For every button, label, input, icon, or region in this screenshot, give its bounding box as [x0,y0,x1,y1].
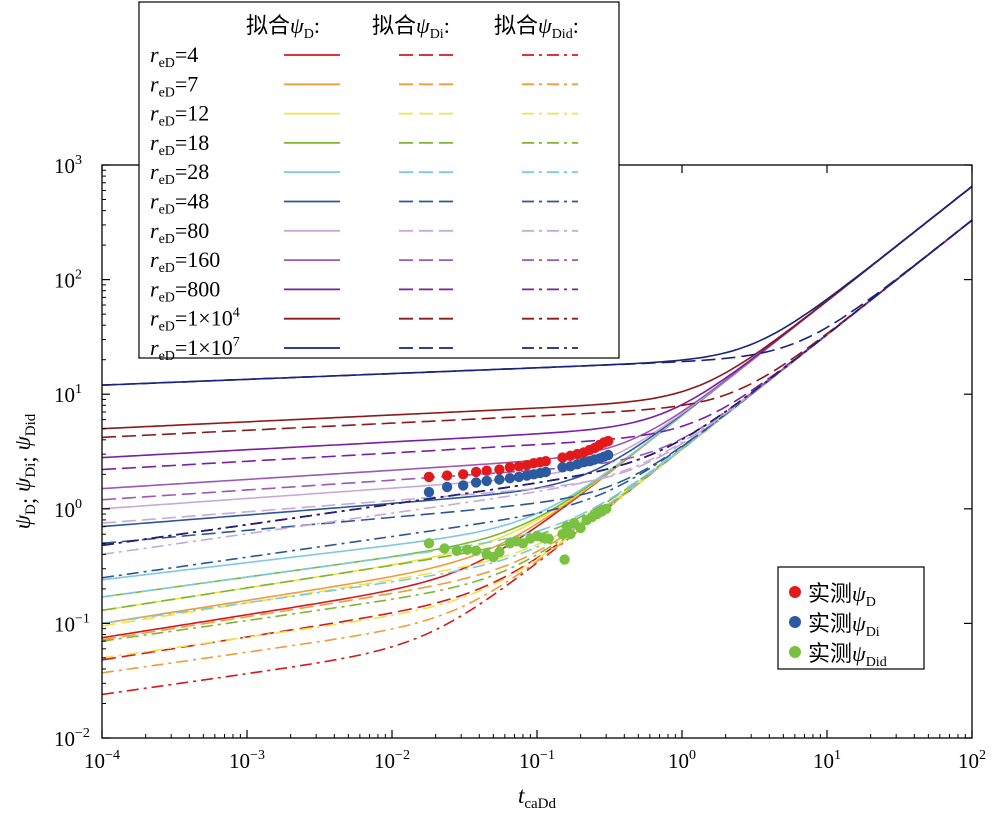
fit-legend-label-10: reD=1×107 [150,335,240,364]
measured-point-psiDid-20 [575,522,586,534]
x-tick-label-1: 10−3 [229,748,265,773]
measured-legend-label-0: 实测ψD [808,581,876,610]
y-tick-label-2: 100 [54,497,82,522]
y-axis-label: ψD; ψDi; ψDid [10,413,40,529]
fit-legend-label-9: reD=1×104 [150,306,240,335]
x-axis-label: tcaDd [518,783,557,812]
measured-point-psiDi-4 [481,475,492,487]
measured-point-psiD-12 [557,452,568,463]
fit-curve-psiDid-1 [101,219,973,674]
measured-point-psiDi-0 [423,486,435,498]
fit-legend-label-1: reD=7 [150,71,198,100]
fit-curve-psiDi-5 [101,219,973,545]
fit-legend-label-0: reD=4 [150,42,198,71]
fit-curve-psiDi-10 [101,219,973,386]
y-tick-label-5: 103 [54,153,82,178]
fit-curve-psiDi-0 [101,219,973,661]
fit-legend-header-2: 拟合ψDid: [494,13,579,42]
measured-point-psiDid-25 [601,503,612,514]
measured-point-psiDi-2 [458,480,469,491]
measured-legend-box [777,566,925,670]
measured-legend-marker-2 [789,646,801,658]
fit-legend-label-3: reD=18 [150,130,209,159]
measured-point-psiDid-1 [439,543,450,554]
measured-point-psiD-4 [481,465,492,476]
measured-point-psiDid-14 [543,533,554,544]
measured-point-psiDi-3 [470,477,482,488]
y-tick-label-3: 101 [54,382,82,407]
measured-point-psiD-11 [540,456,551,467]
measured-point-psiD-20 [603,435,614,447]
x-tick-label-2: 10−2 [374,748,410,773]
fit-legend-label-7: reD=160 [150,247,220,276]
x-tick-label-6: 102 [958,748,986,773]
measured-point-psiDid-2 [451,545,462,556]
fit-legend: 拟合ψD: 拟合ψDi: 拟合ψDid: reD=4reD=7reD=12reD=18… [138,1,620,364]
measured-points [423,435,614,565]
measured-point-psiDi-12 [557,462,568,473]
measured-point-psiDi-1 [441,481,453,493]
measured-point-psiDid-3 [462,544,473,555]
fit-legend-box [138,1,620,359]
measured-point-psiDi-11 [540,466,551,478]
measured-point-psiDi-7 [513,471,525,483]
measured-point-psiDid-15 [557,529,568,540]
x-tick-label-4: 100 [668,748,696,773]
y-tick-label-1: 10−1 [54,611,90,636]
measured-legend-label-2: 实测ψDid [808,641,887,670]
measured-point-psiD-5 [494,464,505,475]
measured-legend-marker-0 [789,586,801,598]
fit-curve-psiD-9 [101,185,973,430]
measured-point-psiD-6 [504,462,516,473]
measured-legend-label-1: 实测ψDi [808,611,880,640]
x-tick-label-5: 101 [813,748,841,773]
fit-legend-label-4: reD=28 [150,159,209,188]
measured-point-psiD-2 [458,469,469,480]
x-tick-label-3: 10−1 [519,748,555,773]
fit-legend-header-0: 拟合ψD: [246,13,320,42]
fit-legend-label-2: reD=12 [150,101,209,130]
measured-point-psiDi-20 [603,449,614,461]
fit-legend-label-6: reD=80 [150,218,209,247]
fit-curve-psiDi-9 [101,219,973,439]
fit-curves [101,185,973,696]
measured-point-psiD-3 [470,466,482,478]
measured-legend-marker-1 [789,616,801,628]
fit-legend-label-5: reD=48 [150,189,209,218]
measured-point-psiDi-6 [504,473,516,484]
fit-legend-header-1: 拟合ψDi: [372,13,450,42]
measured-point-psiD-0 [423,471,435,483]
fit-curve-psiDi-7 [101,219,973,501]
measured-point-psiD-1 [441,470,453,481]
fit-curve-psiDi-8 [101,219,973,471]
measured-point-psiDid-10 [517,538,529,549]
measured-point-psiDid-18 [565,529,576,540]
measured-point-psiD-7 [513,461,525,472]
measured-point-psiDid-7 [494,546,505,558]
measured-point-psiDid-16 [559,554,570,565]
x-tick-label-0: 10−4 [84,748,120,773]
fit-legend-label-8: reD=800 [150,276,220,305]
y-tick-label-4: 102 [54,268,82,293]
measured-point-psiDid-4 [470,545,482,556]
y-tick-label-0: 10−2 [54,726,90,751]
measured-point-psiDi-5 [494,474,505,485]
measured-point-psiDid-0 [423,538,435,549]
